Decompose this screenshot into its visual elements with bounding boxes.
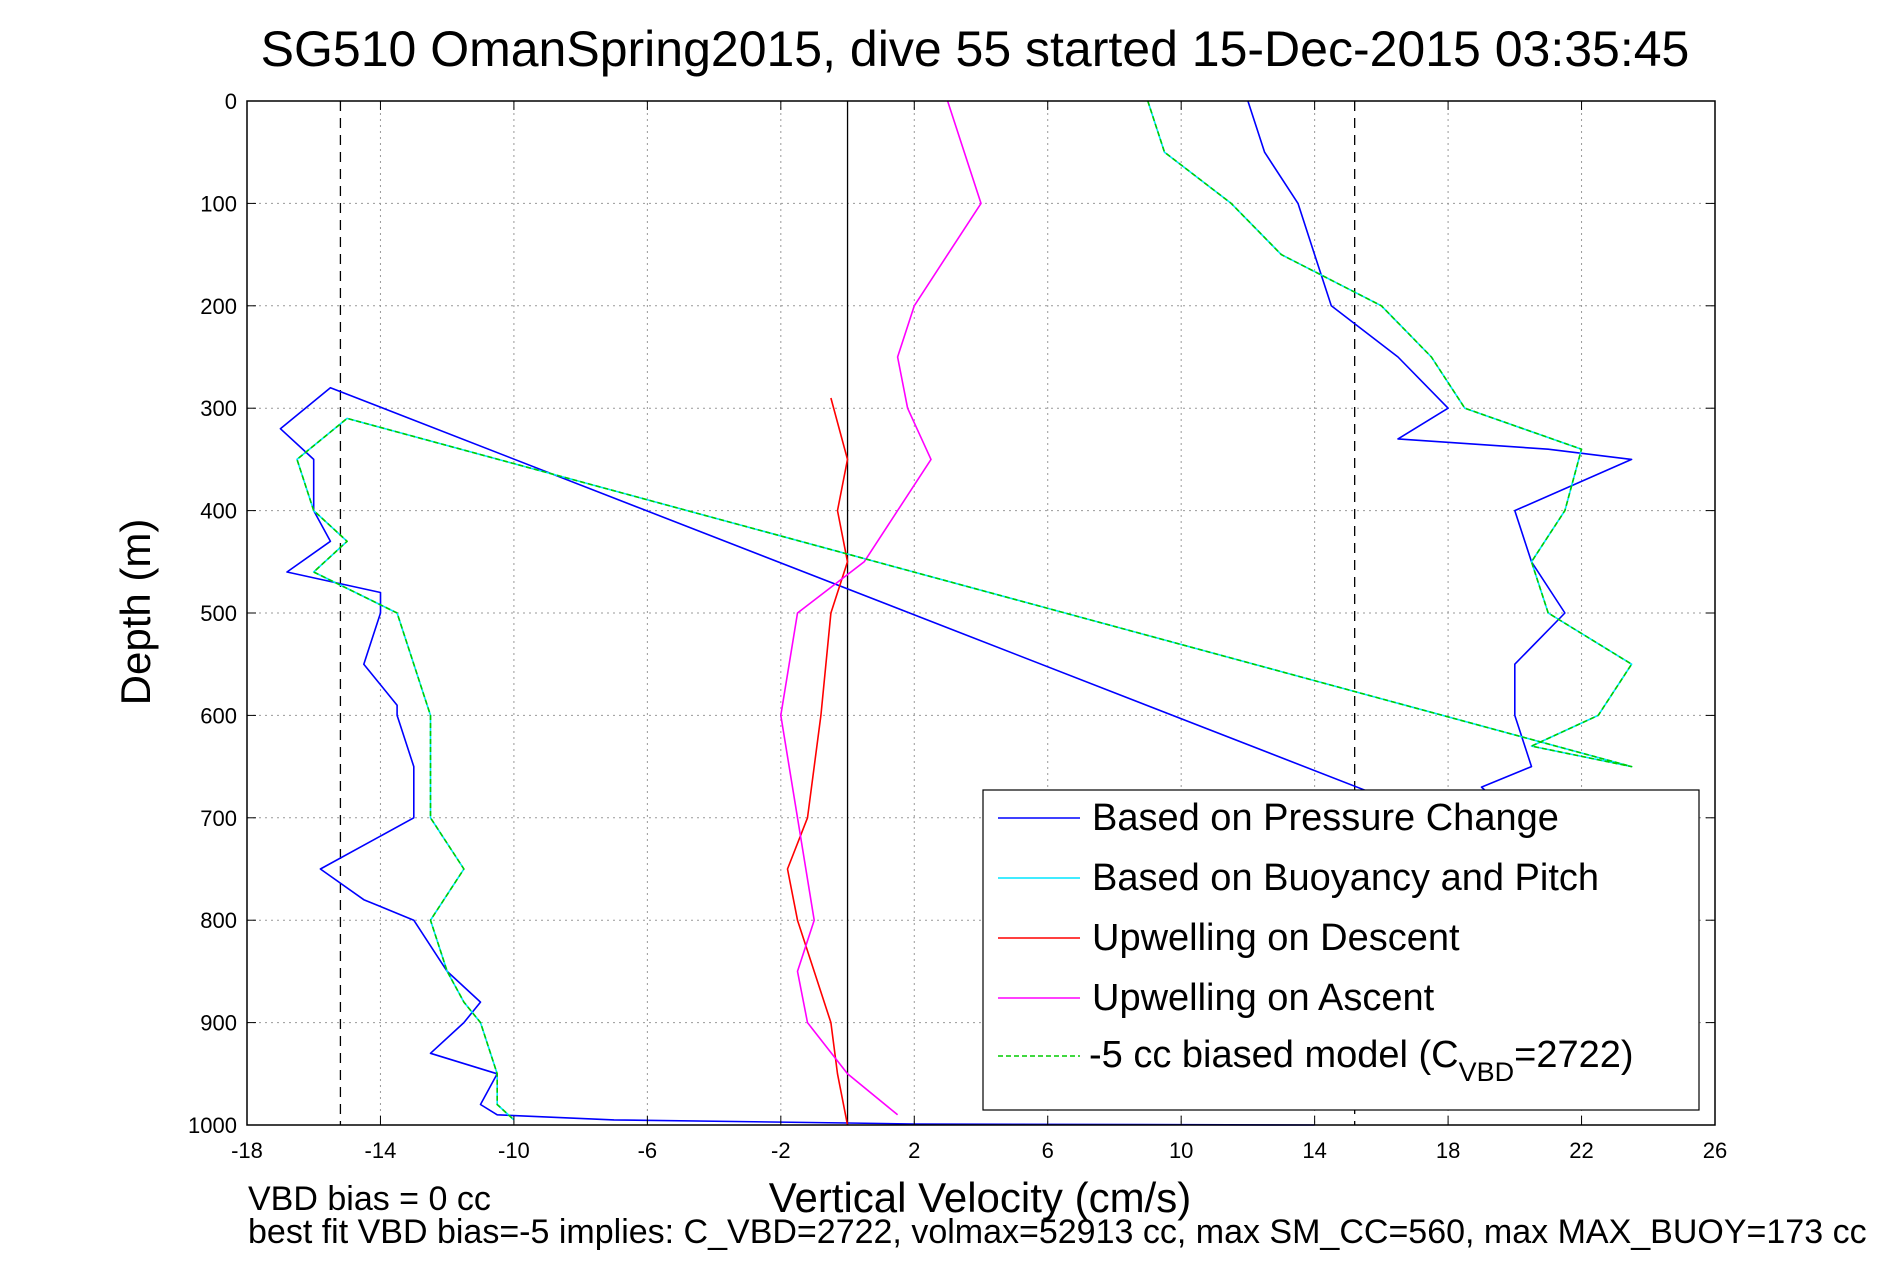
chart-title: SG510 OmanSpring2015, dive 55 started 15… [261, 21, 1690, 77]
legend-label-3: Upwelling on Descent [1092, 917, 1460, 959]
x-tick-label: 14 [1302, 1138, 1326, 1163]
y-tick-label: 200 [200, 294, 237, 319]
y-ticks: 0 100 200 300 400 500 600 700 800 900 1000 [188, 89, 1715, 1138]
y-axis-label: Depth (m) [112, 519, 159, 706]
x-tick-label: 10 [1169, 1138, 1193, 1163]
y-tick-label: 400 [200, 499, 237, 524]
y-tick-label: 300 [200, 396, 237, 421]
series-line-3 [786, 397, 849, 1126]
y-tick-label: 900 [200, 1011, 237, 1036]
footer-vbd-bias: VBD bias = 0 cc [248, 1180, 491, 1218]
legend: Based on Pressure Change Based on Buoyanc… [982, 789, 1700, 1111]
legend-label-green-suffix: =2722) [1514, 1034, 1633, 1076]
y-tick-label: 600 [200, 703, 237, 728]
y-tick-label: 700 [200, 806, 237, 831]
series-line-4 [779, 100, 982, 1116]
series-group [279, 100, 1633, 1126]
legend-box [982, 789, 1700, 1111]
y-tick-label: 1000 [188, 1113, 237, 1138]
y-tick-label: 0 [225, 89, 237, 114]
x-axis-label: Vertical Velocity (cm/s) [769, 1174, 1191, 1221]
x-ticks: -18 -14 -10 -6 -2 2 6 10 14 18 22 26 [231, 101, 1727, 1163]
y-tick-label: 800 [200, 908, 237, 933]
x-tick-label: 18 [1436, 1138, 1460, 1163]
legend-label-green-main: -5 cc biased model (C [1089, 1034, 1459, 1076]
x-tick-label: 2 [908, 1138, 920, 1163]
x-tick-label: -14 [365, 1138, 397, 1163]
legend-label-green-sub: VBD [1459, 1057, 1515, 1087]
legend-label-2: Based on Buoyancy and Pitch [1092, 857, 1599, 899]
x-tick-label: -10 [498, 1138, 530, 1163]
x-tick-label: -6 [638, 1138, 658, 1163]
y-tick-label: 500 [200, 601, 237, 626]
x-tick-label: -18 [231, 1138, 263, 1163]
x-tick-label: 22 [1569, 1138, 1593, 1163]
legend-label-1: Based on Pressure Change [1092, 797, 1559, 839]
y-tick-label: 100 [200, 191, 237, 216]
x-tick-label: -2 [771, 1138, 791, 1163]
legend-label-4: Upwelling on Ascent [1092, 977, 1435, 1019]
legend-label-green: -5 cc biased model (CVBD=2722) [1089, 1034, 1634, 1087]
series-line-5 [296, 100, 1633, 1121]
x-tick-label: 6 [1042, 1138, 1054, 1163]
footer-best-fit: best fit VBD bias=-5 implies: C_VBD=2722… [248, 1213, 1867, 1251]
x-tick-label: 26 [1703, 1138, 1727, 1163]
